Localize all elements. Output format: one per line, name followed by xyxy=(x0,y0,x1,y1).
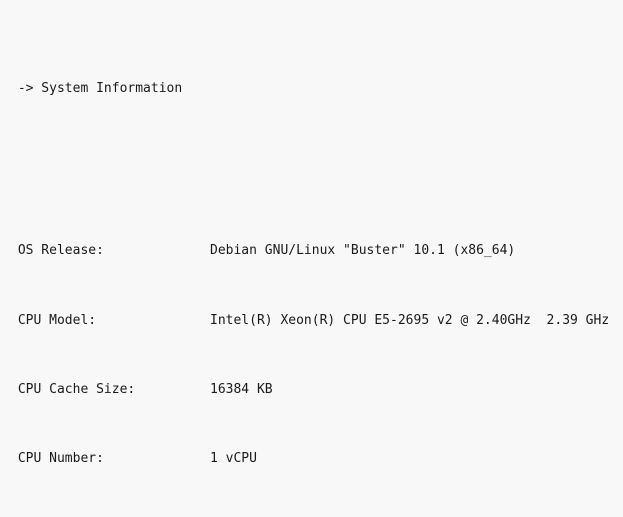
info-label: CPU Model: xyxy=(10,309,210,332)
info-value: 1 vCPU xyxy=(210,447,257,470)
info-label: OS Release: xyxy=(10,239,210,262)
info-label: CPU Number: xyxy=(10,447,210,470)
info-row: CPU Cache Size:16384 KB xyxy=(10,378,613,401)
terminal-output: -> System Information OS Release:Debian … xyxy=(0,0,623,517)
info-value: 16384 KB xyxy=(210,378,273,401)
info-value: Debian GNU/Linux "Buster" 10.1 (x86_64) xyxy=(210,239,515,262)
info-row: CPU Number:1 vCPU xyxy=(10,447,613,470)
info-row: CPU Model:Intel(R) Xeon(R) CPU E5-2695 v… xyxy=(10,309,613,332)
system-section-header: -> System Information xyxy=(10,77,613,100)
info-label: CPU Cache Size: xyxy=(10,378,210,401)
blank-line xyxy=(10,147,613,170)
info-value: Intel(R) Xeon(R) CPU E5-2695 v2 @ 2.40GH… xyxy=(210,309,609,332)
info-row: OS Release:Debian GNU/Linux "Buster" 10.… xyxy=(10,239,613,262)
